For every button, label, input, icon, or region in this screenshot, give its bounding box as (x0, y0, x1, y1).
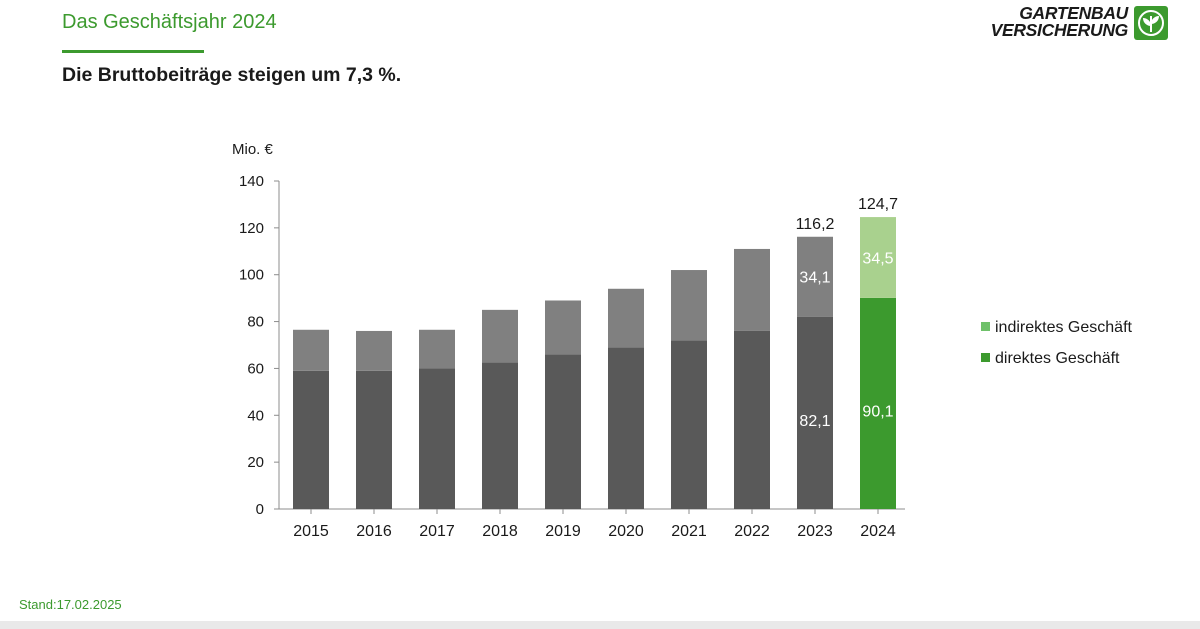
data-label-direct-2023: 82,1 (799, 413, 830, 430)
legend-label-direct: direktes Geschäft (995, 350, 1120, 367)
bar-indirect-2022 (734, 248, 770, 331)
bar-indirect-2024 (860, 217, 896, 298)
title-underline (62, 50, 204, 53)
bar-indirect-2023 (797, 236, 833, 317)
bar-indirect-2015 (293, 329, 329, 371)
logo-wordmark: GARTENBAU VERSICHERUNG (990, 3, 1129, 40)
data-label-direct-2024: 90,1 (862, 403, 893, 420)
bar-indirect-2020 (608, 288, 644, 348)
y-tick-label: 0 (256, 501, 264, 518)
bar-direct-2015 (293, 370, 329, 509)
footer-bar (0, 621, 1200, 629)
headline: Die Bruttobeiträge steigen um 7,3 %. (62, 64, 402, 86)
stand-date: Stand:17.02.2025 (19, 597, 122, 612)
bar-direct-2023 (797, 316, 833, 509)
logo-line-1: GARTENBAU (1019, 3, 1128, 23)
legend-swatch-indirect (981, 322, 990, 331)
x-tick-label: 2017 (419, 523, 455, 540)
company-logo: GARTENBAU VERSICHERUNG (984, 3, 1174, 41)
bar-indirect-2019 (545, 300, 581, 355)
x-tick-label: 2023 (797, 523, 833, 540)
bar-direct-2017 (419, 368, 455, 509)
x-tick-label: 2018 (482, 523, 518, 540)
y-tick-label: 140 (239, 173, 264, 190)
bar-direct-2018 (482, 362, 518, 509)
bar-direct-2016 (356, 370, 392, 509)
legend-swatch-direct (981, 353, 990, 362)
y-tick-label: 80 (247, 314, 264, 331)
data-label-total-2023: 116,2 (796, 216, 835, 233)
y-tick-label: 40 (247, 407, 264, 424)
bar-direct-2021 (671, 340, 707, 509)
leaf-logo-icon (1134, 6, 1168, 40)
y-tick-label: 20 (247, 454, 264, 471)
y-tick-label: 60 (247, 360, 264, 377)
logo-line-2: VERSICHERUNG (990, 20, 1129, 40)
data-label-total-2024: 124,7 (858, 196, 898, 213)
bar-indirect-2021 (671, 270, 707, 341)
bar-indirect-2016 (356, 330, 392, 371)
bar-direct-2024 (860, 297, 896, 509)
x-tick-label: 2019 (545, 523, 581, 540)
bar-indirect-2017 (419, 329, 455, 369)
bar-direct-2020 (608, 347, 644, 509)
data-label-indirect-2024: 34,5 (862, 250, 893, 267)
x-tick-label: 2016 (356, 523, 392, 540)
data-label-indirect-2023: 34,1 (799, 270, 830, 287)
x-tick-label: 2024 (860, 523, 896, 540)
bar-indirect-2018 (482, 309, 518, 363)
x-tick-label: 2020 (608, 523, 644, 540)
section-title: Das Geschäftsjahr 2024 (62, 11, 277, 33)
legend-label-indirect: indirektes Geschäft (995, 319, 1133, 336)
x-tick-label: 2022 (734, 523, 770, 540)
x-tick-label: 2015 (293, 523, 329, 540)
y-tick-label: 100 (239, 267, 264, 284)
bar-direct-2019 (545, 354, 581, 509)
y-unit-label: Mio. € (232, 141, 274, 158)
y-tick-label: 120 (239, 220, 264, 237)
x-tick-label: 2021 (671, 523, 707, 540)
bar-direct-2022 (734, 330, 770, 509)
